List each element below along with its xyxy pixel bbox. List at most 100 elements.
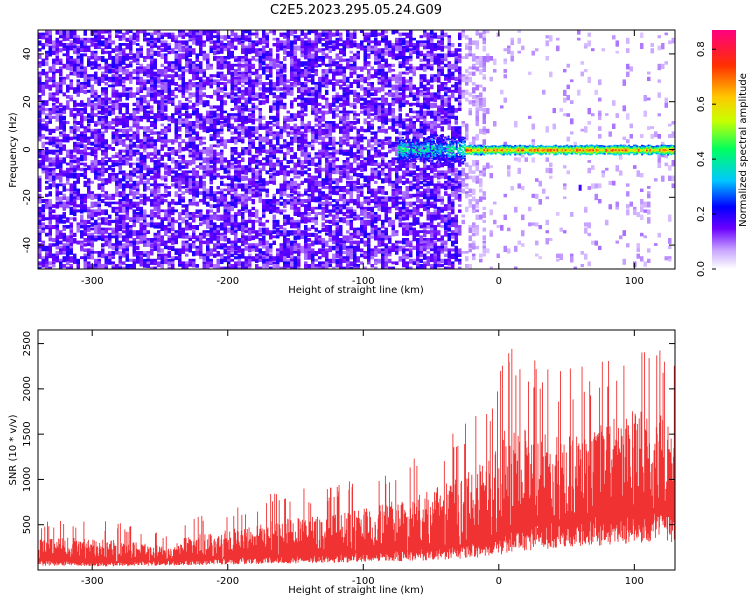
heat-cell (227, 139, 231, 143)
heat-cell (262, 162, 266, 166)
heat-cell (38, 212, 42, 216)
heat-cell (90, 180, 94, 184)
heat-cell (283, 186, 287, 191)
heat-cell (234, 238, 238, 242)
heat-cell (195, 43, 199, 46)
heat-cell (269, 235, 273, 240)
heat-cell (262, 214, 266, 218)
heat-cell (255, 160, 259, 164)
heat-cell (223, 266, 227, 269)
heat-cell (66, 63, 70, 67)
heat-cell (139, 222, 143, 229)
heat-cell (276, 136, 280, 143)
heat-cell (206, 232, 210, 237)
heat-cell (244, 89, 248, 96)
heat-cell (265, 95, 269, 100)
heat-cell (248, 209, 252, 214)
heat-cell (59, 183, 63, 187)
heat-cell (73, 40, 77, 45)
heat-cell (118, 79, 122, 85)
heat-cell (38, 251, 42, 256)
heat-cell (297, 248, 301, 254)
heat-cell (258, 79, 262, 84)
heat-cell (307, 121, 311, 128)
heat-cell (185, 188, 189, 194)
heat-cell (213, 154, 217, 159)
heat-cell (349, 82, 353, 89)
heat-cell (132, 193, 136, 200)
heat-cell (90, 152, 94, 157)
heat-cell (265, 43, 269, 48)
heat-cell (367, 238, 371, 244)
heat-cell (367, 108, 371, 115)
heat-cell (87, 225, 91, 228)
heat-cell (272, 43, 276, 47)
heat-cell (171, 167, 175, 171)
heat-cell (132, 261, 136, 268)
heat-cell (283, 266, 287, 269)
heat-cell (234, 264, 238, 269)
heat-cell (339, 227, 343, 235)
heat-cell (346, 180, 350, 184)
heat-cell (363, 37, 367, 43)
heat-cell (356, 121, 360, 124)
heat-cell (202, 121, 206, 128)
heat-cell (139, 232, 143, 238)
heat-cell (129, 170, 133, 175)
heat-cell (52, 82, 56, 86)
heat-cell (244, 147, 248, 150)
heat-cell (192, 37, 196, 42)
heat-cell (206, 61, 210, 65)
heat-cell (244, 105, 248, 112)
heat-cell (209, 248, 213, 255)
heat-cell (318, 167, 322, 172)
heat-cell (178, 264, 182, 267)
heat-cell (59, 79, 63, 83)
heat-cell (73, 217, 77, 222)
heat-cell (125, 258, 129, 262)
heat-cell (188, 136, 192, 140)
heat-cell (367, 188, 371, 192)
heat-cell (255, 264, 259, 269)
heat-cell (192, 128, 196, 133)
heat-cell (213, 126, 217, 129)
heat-cell (48, 149, 52, 155)
heat-cell (41, 149, 45, 155)
heat-cell (353, 126, 357, 130)
heat-cell (111, 102, 115, 106)
heat-cell (62, 235, 66, 240)
heat-cell (293, 50, 297, 57)
heat-cell (164, 199, 168, 203)
heat-cell (192, 170, 196, 176)
heat-cell (171, 227, 175, 232)
heat-cell (139, 165, 143, 169)
heat-cell (164, 178, 168, 182)
heat-cell (38, 128, 42, 134)
heat-cell (220, 232, 224, 236)
heat-cell (290, 45, 294, 51)
heat-cell (66, 167, 70, 175)
heat-cell (38, 253, 42, 259)
heat-cell (108, 178, 112, 184)
heat-cell (129, 45, 133, 51)
heat-cell (122, 32, 126, 39)
heat-cell (118, 128, 122, 133)
heat-cell (363, 32, 367, 36)
heat-cell (363, 162, 367, 167)
heat-cell (178, 118, 182, 125)
heat-cell (269, 167, 273, 173)
heat-cell (167, 251, 171, 256)
heat-cell (237, 113, 241, 119)
heat-cell (80, 108, 84, 112)
heat-cell (76, 56, 80, 61)
heat-cell (55, 61, 59, 66)
heat-cell (153, 160, 157, 166)
heat-cell (237, 222, 241, 228)
heat-cell (97, 105, 101, 110)
heat-cell (129, 175, 133, 180)
heat-cell (255, 186, 259, 191)
heat-cell (356, 256, 360, 263)
heat-cell (157, 196, 161, 200)
heat-cell (244, 134, 248, 138)
heat-cell (171, 248, 175, 252)
